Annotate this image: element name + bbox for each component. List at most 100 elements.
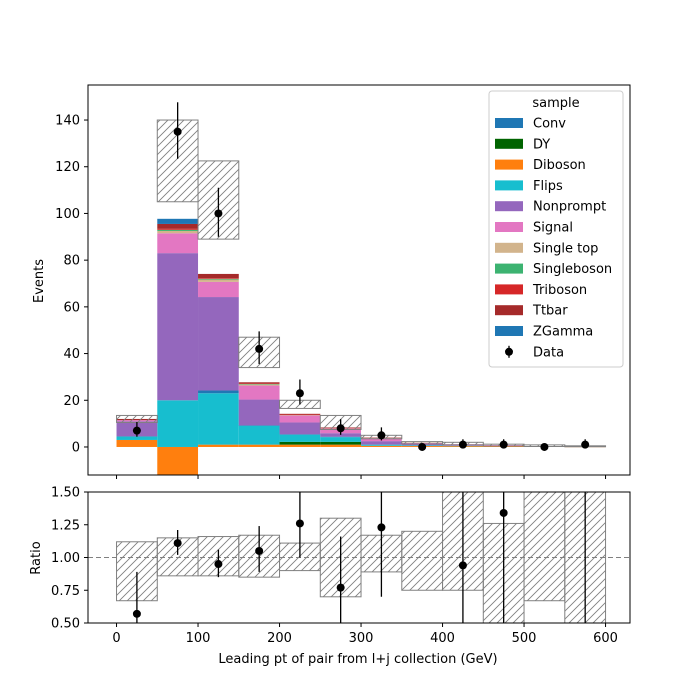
legend-title: sample — [532, 96, 579, 111]
bar-flips-bin-2 — [198, 393, 239, 445]
bar-dy-bin-4 — [279, 441, 321, 445]
bar-nonprompt-bin-4 — [279, 422, 321, 435]
bar-flips-bin-4 — [279, 434, 321, 442]
ratio-point-0 — [132, 609, 141, 618]
x-axis-label: Leading pt of pair from l+j collection (… — [218, 652, 497, 667]
bar-ttbar-bin-1 — [157, 223, 199, 229]
main-x-axis — [116, 475, 607, 479]
legend-label-diboson: Diboson — [533, 158, 586, 173]
bar-single-top-bin-3 — [238, 384, 280, 386]
bar-single-top-bin-2 — [198, 279, 239, 282]
data-point-8 — [458, 440, 467, 449]
legend-swatch-triboson — [495, 284, 523, 295]
legend-swatch-nonprompt — [495, 201, 523, 212]
uncertainty-band-bin-0 — [116, 414, 158, 423]
main-y-tick-label-4: 80 — [63, 254, 80, 269]
legend-label-ttbar: Ttbar — [532, 304, 568, 319]
ratio-x-tick-label-3: 300 — [349, 631, 374, 646]
main-y-tick-label-1: 20 — [63, 394, 80, 409]
bar-diboson-bin-6 — [361, 445, 402, 447]
ratio-x-tick-label-6: 600 — [593, 631, 618, 646]
bar-flips-bin-3 — [238, 425, 280, 445]
ratio-panel: 0.50 0.75 1.00 1.25 1.50 0 100 200 300 400 500 600… — [29, 486, 631, 667]
bar-dy-bin-5 — [320, 441, 362, 445]
bar-zgamma-bin-1 — [157, 218, 199, 224]
bar-ttbar-bin-4 — [279, 413, 321, 415]
data-point-9 — [499, 440, 508, 449]
main-y-axis: 0 20 40 60 80 100 120 140 — [55, 114, 88, 455]
legend-label-zgamma: ZGamma — [533, 325, 593, 340]
legend-label-dy: DY — [533, 137, 550, 152]
main-y-tick-label-5: 100 — [55, 207, 80, 222]
main-panel: 0 20 40 60 80 100 120 140 Events sample Conv DY Di… — [32, 84, 631, 479]
legend-swatch-signal — [495, 222, 523, 232]
data-point-2 — [214, 209, 223, 218]
main-axes-frame — [87, 84, 631, 476]
ratio-point-1 — [173, 539, 182, 548]
main-y-tick-label-7: 140 — [55, 114, 80, 129]
data-point-4 — [295, 389, 304, 398]
data-point-5 — [336, 424, 345, 433]
ratio-x-tick-label-4: 400 — [430, 631, 455, 646]
bar-diboson-bin-4 — [279, 444, 321, 447]
bar-diboson-bin-5 — [320, 444, 362, 447]
ratio-point-3 — [255, 546, 264, 555]
data-point-3 — [255, 344, 264, 353]
legend-label-data: Data — [533, 345, 564, 360]
bar-signal-bin-3 — [238, 385, 280, 400]
ratio-x-axis: 0 100 200 300 400 500 600 — [112, 623, 618, 646]
bar-single-top-bin-1 — [157, 230, 199, 234]
bar-flips-bin-1 — [157, 400, 199, 447]
main-plot-area — [116, 102, 607, 475]
bar-ttbar-bin-3 — [238, 382, 280, 384]
legend-swatch-zgamma — [495, 326, 523, 336]
legend-label-flips: Flips — [533, 179, 563, 194]
bar-nonprompt-bin-5 — [320, 433, 362, 437]
data-point-11 — [581, 440, 590, 449]
legend-swatch-diboson — [495, 159, 523, 170]
main-y-tick-label-2: 40 — [63, 347, 80, 362]
bar-flips-bin-0 — [116, 436, 158, 440]
ratio-x-tick-label-1: 100 — [186, 631, 211, 646]
legend-label-nonprompt: Nonprompt — [533, 200, 606, 215]
bar-conv-bin-4 — [279, 434, 321, 435]
data-point-10 — [540, 442, 549, 451]
legend-swatch-conv — [495, 118, 523, 128]
legend-swatch-dy — [495, 138, 523, 149]
data-point-7 — [418, 442, 427, 451]
bar-triboson-bin-1 — [157, 228, 199, 230]
ratio-y-tick-label-0: 0.50 — [51, 617, 80, 632]
bar-signal-bin-2 — [198, 281, 239, 298]
ratio-plot-area — [88, 492, 630, 623]
bar-conv-bin-2 — [198, 390, 239, 394]
legend-swatch-ttbar — [495, 305, 523, 316]
legend: sample Conv DY Diboson Flips Nonprompt Signal S… — [488, 90, 624, 368]
ratio-y-tick-label-2: 1.00 — [51, 551, 80, 566]
bar-nonprompt-bin-2 — [198, 297, 239, 391]
legend-marker-data — [505, 347, 513, 356]
legend-swatch-single-top — [495, 242, 523, 253]
bar-ttbar-bin-2 — [198, 273, 239, 279]
ratio-y-tick-label-4: 1.50 — [51, 486, 80, 501]
bar-flips-bin-5 — [320, 437, 362, 442]
bar-diboson-bin-1 — [157, 446, 199, 475]
ratio-uncertainty-band-bin-7 — [401, 530, 444, 591]
ratio-x-tick-label-5: 500 — [512, 631, 537, 646]
ratio-point-6 — [377, 523, 386, 532]
ratio-y-axis-label: Ratio — [29, 541, 44, 574]
ratio-x-tick-label-2: 200 — [267, 631, 292, 646]
bar-diboson-bin-0 — [116, 439, 158, 447]
bar-nonprompt-bin-1 — [157, 253, 199, 401]
bar-singleboson-bin-2 — [198, 278, 239, 280]
ratio-uncertainty-band-bin-10 — [523, 492, 566, 602]
legend-swatch-singleboson — [495, 263, 523, 274]
ratio-y-tick-label-1: 0.75 — [51, 584, 80, 599]
ratio-point-2 — [214, 560, 223, 569]
bar-triboson-bin-2 — [198, 278, 239, 279]
bar-nonprompt-bin-6 — [361, 441, 402, 445]
bar-conv-bin-3 — [238, 425, 280, 426]
bar-single-top-bin-4 — [279, 414, 321, 416]
main-y-tick-label-0: 0 — [72, 440, 80, 455]
ratio-point-5 — [336, 583, 345, 592]
legend-label-single-top: Single top — [533, 241, 598, 256]
